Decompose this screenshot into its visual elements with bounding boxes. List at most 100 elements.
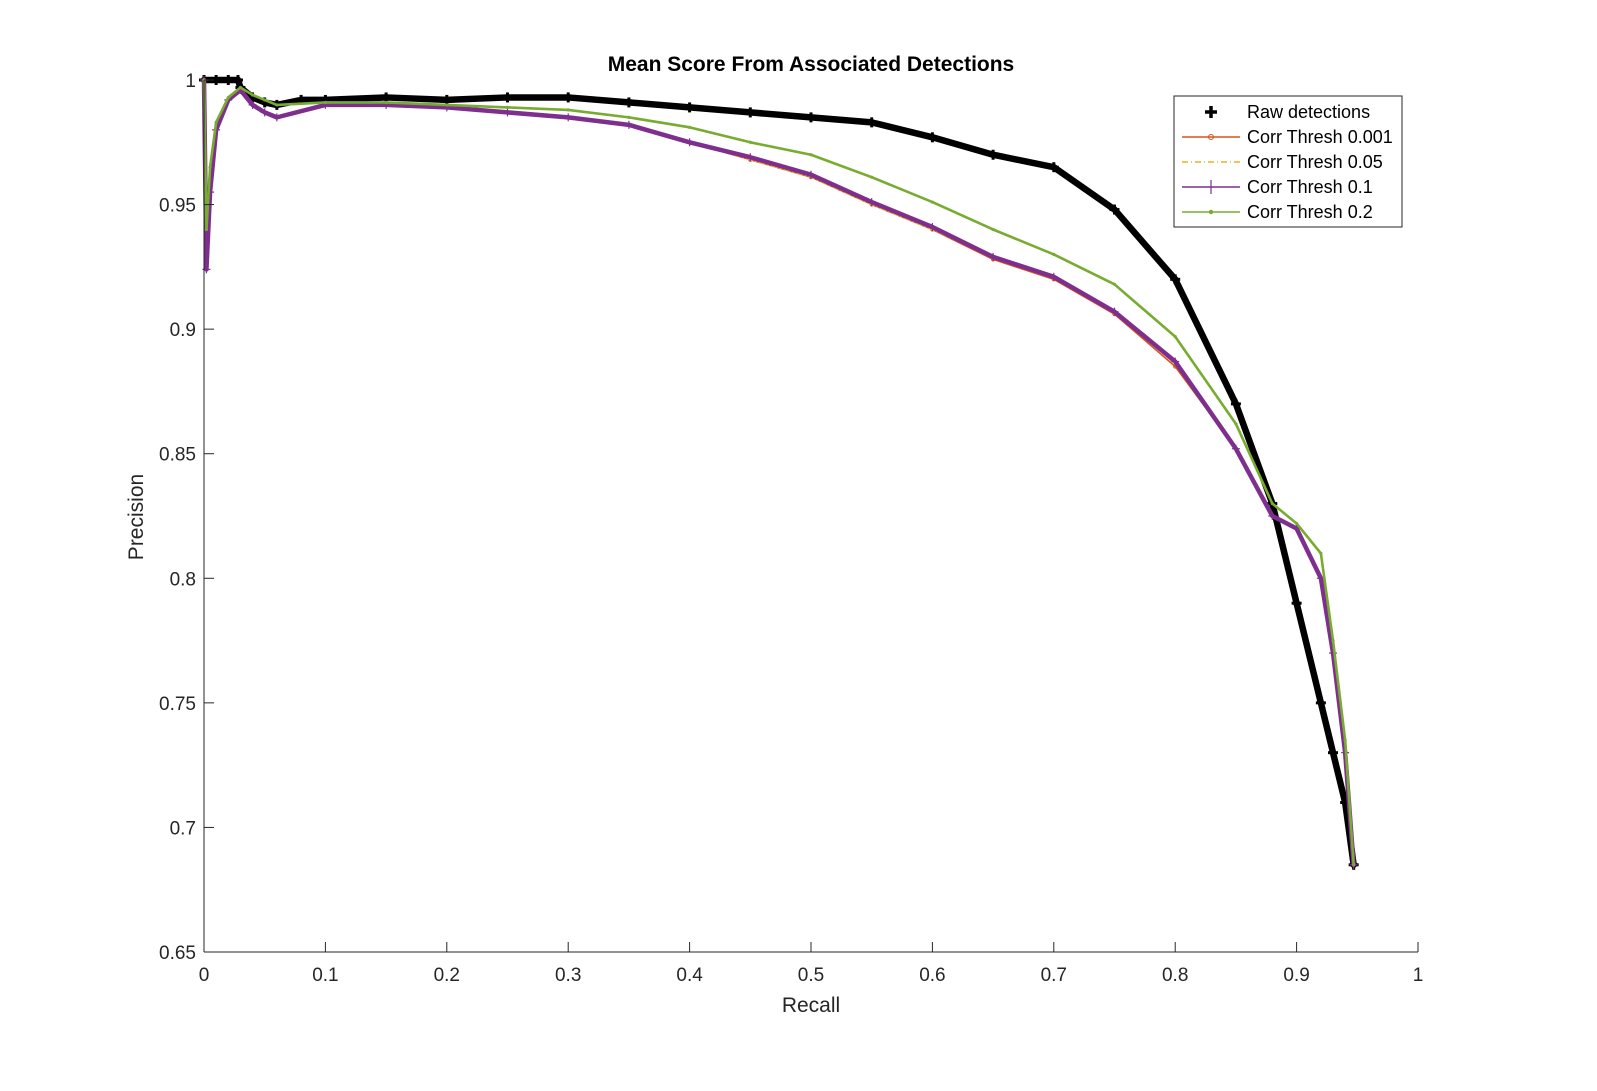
series-point-0: [1048, 162, 1059, 173]
series-point-4: [627, 115, 631, 119]
series-point-4: [1270, 501, 1274, 506]
series-point-3: [248, 100, 257, 109]
series-point-4: [204, 227, 209, 232]
x-axis-label: Recall: [782, 994, 840, 1017]
legend: Raw detections Corr Thresh 0.001 Corr Thre…: [1173, 95, 1403, 228]
series-point-4: [688, 125, 692, 129]
series-point-4: [323, 100, 327, 105]
series-point-3: [624, 120, 633, 129]
series-point-4: [208, 165, 212, 169]
series-point-4: [1052, 252, 1056, 256]
x-tick-label: 0.9: [1283, 965, 1309, 986]
series-point-4: [445, 103, 449, 107]
series-point-4: [991, 227, 995, 232]
series-point-0: [563, 92, 574, 103]
x-tick-label: 0.3: [555, 965, 581, 986]
legend-entry-1: Corr Thresh 0.001: [1182, 127, 1393, 147]
series-point-4: [1343, 738, 1347, 742]
series-point-3: [260, 108, 269, 117]
series-point-3: [564, 113, 573, 122]
series-point-3: [503, 108, 512, 117]
series-point-3: [928, 222, 937, 231]
series-point-4: [1173, 335, 1177, 339]
series-point-4: [250, 93, 255, 97]
y-tick-label: 1: [185, 71, 196, 92]
legend-entry-3: Corr Thresh 0.1: [1182, 177, 1373, 197]
series-point-0: [381, 92, 392, 103]
series-point-0: [806, 112, 816, 123]
x-tick-label: 0.2: [434, 965, 460, 986]
y-tick-label: 0.9: [170, 320, 196, 341]
series-point-0: [1170, 274, 1181, 285]
series-point-4: [384, 100, 388, 105]
series-point-0: [1315, 697, 1326, 708]
y-axis-label: Precision: [125, 474, 148, 560]
y-tick-label: 0.75: [159, 694, 196, 715]
series-point-3: [272, 113, 281, 122]
series-point-0: [1109, 204, 1120, 215]
series-point-4: [809, 153, 813, 157]
x-axis: 0 0.1 0.2 0.3 0.4 0.5 0.6 0.7 0.8 0.9 1: [199, 942, 1423, 986]
series-point-4: [566, 108, 570, 112]
series-point-0: [223, 75, 234, 85]
series-point-4: [505, 105, 510, 110]
series-point-3: [1231, 444, 1240, 453]
series-point-0: [623, 97, 634, 108]
y-axis: 0.65 0.7 0.75 0.8 0.85 0.9 0.95 1: [159, 71, 214, 964]
y-tick-label: 0.95: [159, 196, 196, 217]
series-point-4: [1352, 863, 1356, 867]
x-tick-label: 0.8: [1162, 965, 1188, 986]
series-point-0: [1328, 747, 1339, 758]
series-point-4: [238, 85, 243, 90]
series-point-4: [1295, 521, 1299, 526]
legend-entry-0: Raw detections: [1205, 102, 1370, 122]
x-tick-label: 0.5: [798, 965, 824, 986]
x-tick-label: 0.4: [676, 965, 703, 986]
series-point-0: [1291, 598, 1302, 609]
series-point-4: [214, 120, 218, 124]
legend-label: Corr Thresh 0.001: [1247, 127, 1393, 147]
series-point-0: [866, 117, 877, 128]
x-tick-label: 0.6: [919, 965, 945, 986]
series-point-3: [989, 252, 998, 261]
series-point-4: [748, 140, 752, 144]
y-tick-label: 0.65: [159, 943, 196, 964]
series-point-4: [1112, 282, 1117, 286]
series-point-3: [807, 170, 815, 179]
series-point-3: [1110, 307, 1119, 316]
x-tick-label: 0.7: [1041, 965, 1067, 986]
series-point-0: [1230, 398, 1241, 409]
x-tick-label: 0.1: [312, 965, 338, 986]
legend-entry-2: Corr Thresh 0.05: [1182, 152, 1383, 172]
series-point-3: [1049, 272, 1058, 281]
series-point-4: [870, 175, 874, 179]
series-point-3: [867, 198, 876, 207]
legend-label: Corr Thresh 0.2: [1247, 202, 1373, 222]
y-tick-label: 0.85: [159, 445, 196, 466]
series-point-4: [1331, 638, 1335, 643]
legend-label: Raw detections: [1247, 102, 1370, 122]
y-tick-label: 0.8: [170, 569, 196, 590]
series-point-0: [232, 75, 243, 85]
series-point-0: [441, 94, 452, 105]
series-point-4: [930, 200, 935, 204]
series-point-4: [1319, 551, 1323, 555]
series-point-0: [745, 107, 756, 118]
series-point-3: [1171, 357, 1180, 366]
y-tick-label: 0.7: [170, 818, 196, 839]
series-point-0: [502, 92, 513, 103]
series-point-4: [226, 95, 230, 100]
series-point-0: [927, 132, 938, 143]
series-point-0: [988, 149, 999, 160]
series-point-3: [746, 153, 755, 162]
chart-title: Mean Score From Associated Detections: [608, 53, 1015, 76]
plot-area: [199, 75, 1359, 870]
x-tick-label: 0: [199, 965, 210, 986]
series-point-4: [275, 103, 279, 107]
legend-label: Corr Thresh 0.1: [1247, 177, 1373, 197]
series-point-4: [1234, 422, 1238, 426]
series-point-4: [263, 98, 267, 102]
legend-label: Corr Thresh 0.05: [1247, 152, 1383, 172]
series-point-3: [1268, 512, 1277, 520]
